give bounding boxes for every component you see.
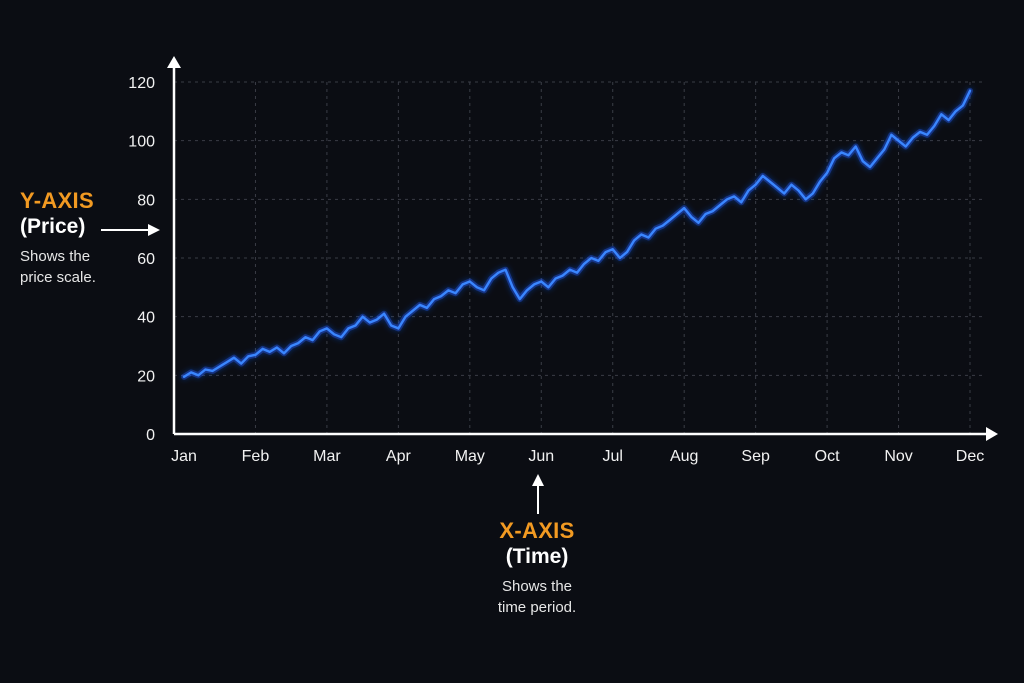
callout-arrows [101,224,544,514]
x-tick-label-oct: Oct [815,448,840,465]
x-axis-callout: X-AXIS (Time) Shows the time period. [462,518,612,618]
x-tick-label-nov: Nov [884,448,912,465]
x-tick-label-feb: Feb [242,448,270,465]
y-tick-label-40: 40 [137,310,155,327]
y-axis-callout-description: Shows the price scale. [20,246,180,288]
x-axis-callout-title: X-AXIS [499,518,575,543]
y-axis-callout-description-line2: price scale. [20,269,96,286]
x-axis-callout-description-line1: Shows the [501,578,573,595]
price-series [181,87,973,380]
y-axis-callout-description-line1: Shows the [20,248,91,265]
x-axis-callout-description-line2: time period. [497,599,577,616]
x-tick-label-dec: Dec [956,448,984,465]
axes [167,56,998,441]
series-0-line [182,89,972,378]
y-tick-label-80: 80 [137,192,155,209]
y-axis-callout-title: Y-AXIS [20,188,94,213]
y-callout-arrowhead [148,224,160,236]
x-tick-labels: Jan Feb Mar Apr May Jun Jul Aug Sep Oct Nov Dec [171,448,984,465]
y-tick-label-120: 120 [128,75,155,92]
y-tick-label-20: 20 [137,368,155,385]
y-tick-label-60: 60 [137,251,155,268]
x-tick-label-aug: Aug [670,448,698,465]
x-axis-callout-subtitle: (Time) [505,545,569,568]
y-tick-label-100: 100 [128,134,155,151]
x-callout-arrowhead [532,474,544,486]
x-tick-label-apr: Apr [386,448,412,465]
grid-lines [174,81,984,434]
x-tick-label-mar: Mar [313,448,341,465]
x-tick-label-jan: Jan [171,448,197,465]
series-0-glow [181,87,973,380]
x-axis-arrowhead [986,427,998,441]
y-tick-label-0: 0 [146,427,155,444]
y-axis-callout: Y-AXIS (Price) Shows the price scale. [20,188,180,288]
x-tick-label-jul: Jul [603,448,623,465]
x-axis-callout-description: Shows the time period. [462,576,612,618]
x-tick-label-jun: Jun [528,448,554,465]
y-axis-arrowhead [167,56,181,68]
x-tick-label-may: May [455,448,485,465]
y-tick-labels: 0 20 40 60 80 100 120 [128,75,155,444]
x-tick-label-sep: Sep [741,448,770,465]
y-axis-callout-subtitle: (Price) [20,215,86,238]
